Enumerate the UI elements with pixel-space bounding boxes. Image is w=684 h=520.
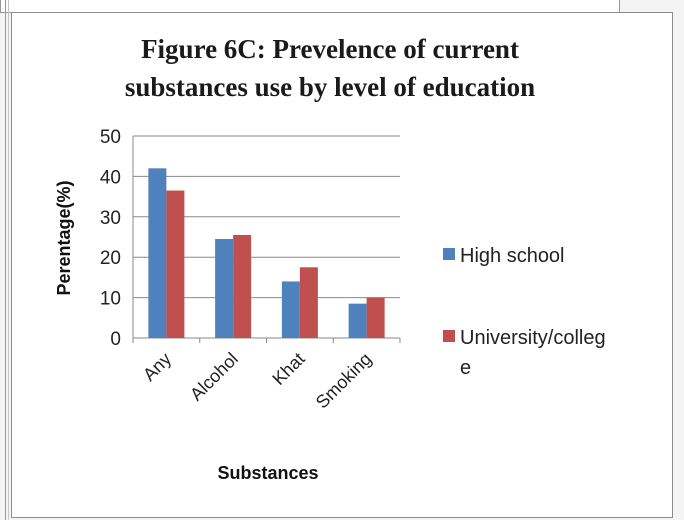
bar-khat-series-1	[281, 281, 300, 338]
x-axis-title: Substances	[217, 463, 318, 483]
chart-title-line-1: Figure 6C: Prevelence of current	[141, 34, 519, 64]
chart-frame	[11, 12, 673, 518]
y-tick-label-20: 20	[100, 248, 121, 269]
bar-any-series-2	[166, 190, 185, 338]
legend-label-2-line-2: e	[460, 357, 471, 379]
bar-any-series-1	[148, 168, 167, 338]
legend-label-1: High school	[460, 245, 565, 267]
x-tick-label-alcohol: Alcohol	[186, 349, 242, 405]
legend-swatch-2	[443, 330, 455, 342]
bar-alcohol-series-1	[215, 239, 234, 338]
document-border-line-inner	[8, 0, 9, 520]
x-tick-label-khat: Khat	[268, 349, 308, 389]
y-tick-label-10: 10	[100, 289, 121, 310]
chart-title: Figure 6C: Prevelence of current substan…	[60, 30, 600, 106]
legend-swatch-1	[443, 248, 455, 260]
x-tick-label-any: Any	[139, 349, 175, 385]
x-tick-label-smoking: Smoking	[312, 349, 376, 413]
y-tick-label-30: 30	[100, 208, 121, 229]
y-tick-label-0: 0	[110, 329, 121, 350]
bar-smoking-series-1	[348, 303, 367, 338]
y-axis-title: Perentage(%)	[54, 180, 74, 295]
chart-title-line-2: substances use by level of education	[124, 72, 536, 102]
bar-khat-series-2	[299, 267, 318, 338]
y-tick-label-50: 50	[100, 127, 121, 148]
bar-smoking-series-2	[366, 297, 385, 338]
y-tick-label-40: 40	[100, 167, 121, 188]
legend-label-2-line-1: University/colleg	[460, 327, 606, 349]
document-border-line	[5, 0, 6, 520]
bar-alcohol-series-2	[233, 234, 252, 338]
